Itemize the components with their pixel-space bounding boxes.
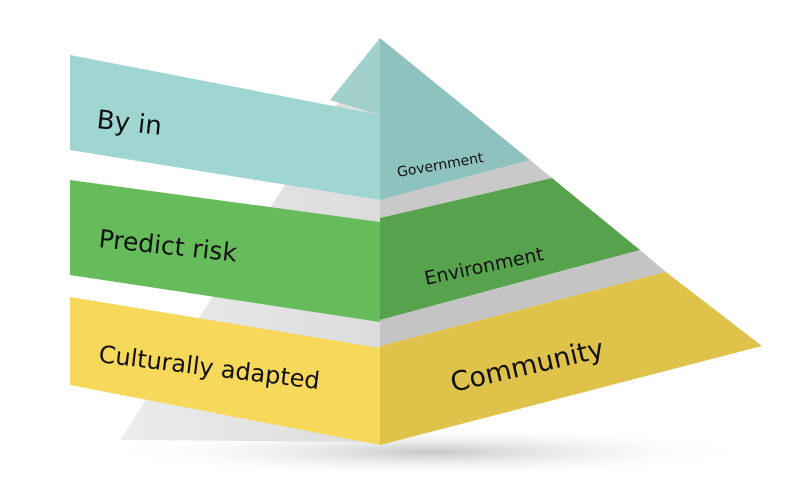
tier-middle-banner [70,180,380,322]
tier-middle-bevel [380,250,666,346]
tier-middle-side-face [380,178,640,320]
tier-top-bevel [380,160,552,218]
tier-bottom-banner [70,297,380,445]
tier-top-banner-label: By in [95,105,163,142]
tier-top-side-face [380,38,530,200]
tier-top-banner [70,55,380,200]
tier-top-left-face [330,38,380,115]
tier-bottom-side-face [380,272,762,445]
